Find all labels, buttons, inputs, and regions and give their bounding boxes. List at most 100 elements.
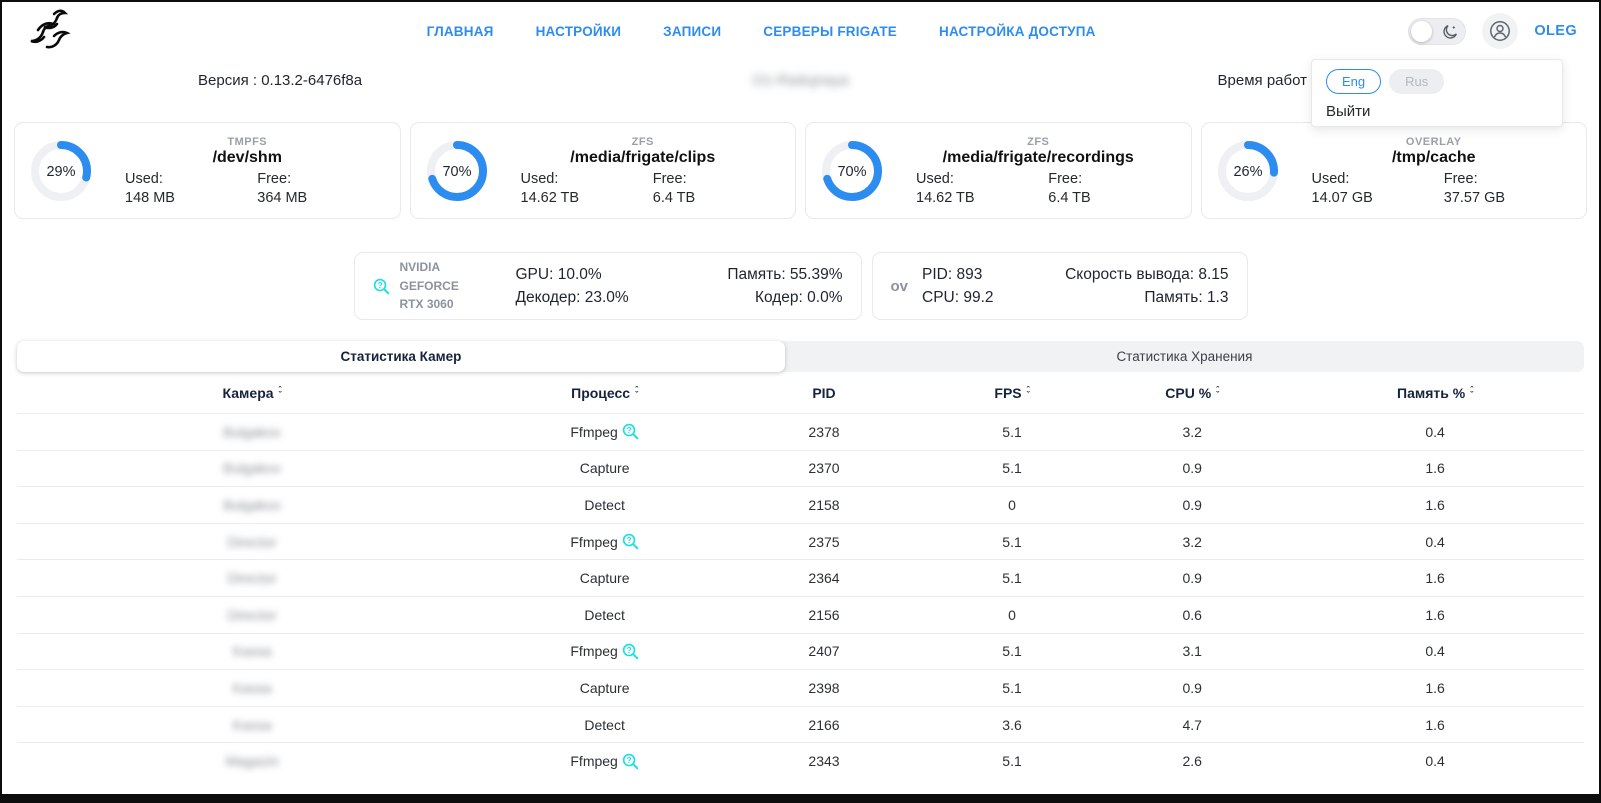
camera-name-cell: Kassa bbox=[232, 716, 272, 733]
mount-path-label: /media/frigate/recordings bbox=[942, 148, 1134, 166]
memory-cell: 0.4 bbox=[1425, 753, 1445, 770]
gpu-info-icon[interactable]: ? bbox=[373, 278, 390, 295]
used-label: Used: bbox=[520, 170, 559, 187]
process-cards-row: ? NVIDIA GEFORCE RTX 3060 GPU: 10.0% Дек… bbox=[2, 252, 1599, 320]
table-row: Bulgakov Capture 2370 5.1 0.9 1.6 bbox=[17, 449, 1584, 487]
header-controls: OLEG bbox=[1408, 13, 1577, 49]
free-value: 6.4 TB bbox=[1048, 189, 1091, 206]
process-cell: Detect bbox=[487, 607, 722, 623]
usage-donut-chart: 70% bbox=[822, 140, 882, 201]
storage-card-1: 29% TMPFS/dev/shm Used: Free: 148 MB 364 MB bbox=[14, 122, 401, 219]
memory-cell: 1.6 bbox=[1425, 606, 1445, 623]
cpu-cell: 0.9 bbox=[1182, 570, 1202, 587]
process-info-icon[interactable]: ? bbox=[622, 533, 639, 550]
table-row: Director Capture 2364 5.1 0.9 1.6 bbox=[17, 559, 1584, 596]
camera-name-cell: Bulgakov bbox=[223, 496, 281, 513]
column-header-label: Процесс bbox=[571, 384, 631, 401]
hostname-blurred: O1-Radujnaya bbox=[752, 72, 849, 89]
gpu-stats-left: GPU: 10.0% Декодер: 23.0% bbox=[516, 266, 629, 307]
cpu-cell: 0.9 bbox=[1182, 679, 1202, 696]
mount-path-label: /media/frigate/clips bbox=[570, 148, 716, 166]
free-label: Free: bbox=[652, 170, 687, 187]
ov-cpu: CPU: 99.2 bbox=[922, 288, 994, 306]
language-switcher: Eng Rus bbox=[1326, 69, 1548, 94]
cpu-cell: 3.1 bbox=[1182, 643, 1202, 660]
user-icon bbox=[1490, 21, 1511, 41]
top-bar: ГЛАВНАЯ НАСТРОЙКИ ЗАПИСИ СЕРВЕРЫ FRIGATE НАС… bbox=[2, 2, 1599, 60]
process-info-icon[interactable]: ? bbox=[622, 753, 639, 770]
nav-item-3[interactable]: ЗАПИСИ bbox=[663, 23, 722, 39]
cpu-cell: 0.9 bbox=[1182, 496, 1202, 513]
process-name: Ffmpeg bbox=[570, 423, 618, 440]
column-header-cpu-[interactable]: CPU % ˆ ˇ bbox=[1098, 385, 1286, 401]
nav-item-1[interactable]: ГЛАВНАЯ bbox=[426, 23, 494, 39]
column-header-fps[interactable]: FPS ˆ ˇ bbox=[926, 385, 1098, 401]
gpu-decoder: Декодер: 23.0% bbox=[515, 288, 629, 306]
pid-cell: 2364 bbox=[808, 570, 840, 587]
used-value: 14.07 GB bbox=[1311, 189, 1373, 206]
user-dropdown-menu: Eng Rus Выйти bbox=[1311, 59, 1563, 127]
theme-toggle[interactable] bbox=[1408, 17, 1467, 45]
table-row: Bulgakov Detect 2158 0 0.9 1.6 bbox=[17, 486, 1584, 523]
tab-storage-stats[interactable]: Статистика Хранения bbox=[1116, 349, 1253, 364]
camera-stats-table: Камера ˆ ˇ Процесс ˆ ˇ PID FPS ˆ ˇ CPU % ˆ ˇ Память %… bbox=[17, 372, 1584, 779]
process-cell: Detect bbox=[487, 717, 722, 733]
svg-text:?: ? bbox=[626, 536, 631, 545]
frigate-logo-icon bbox=[30, 9, 71, 49]
fps-cell: 0 bbox=[1008, 606, 1016, 623]
free-value: 37.57 GB bbox=[1443, 189, 1506, 206]
used-label: Used: bbox=[916, 170, 954, 187]
process-info-icon[interactable]: ? bbox=[622, 643, 639, 660]
ov-memory: Память: 1.3 bbox=[1144, 288, 1229, 306]
memory-cell: 1.6 bbox=[1425, 716, 1445, 733]
process-name: Ffmpeg bbox=[570, 753, 618, 770]
gpu-stats-card: ? NVIDIA GEFORCE RTX 3060 GPU: 10.0% Дек… bbox=[353, 252, 862, 320]
memory-cell: 1.6 bbox=[1425, 570, 1445, 587]
column-header-память-[interactable]: Память % ˆ ˇ bbox=[1286, 385, 1584, 401]
memory-cell: 1.6 bbox=[1425, 679, 1445, 696]
nav-item-2[interactable]: НАСТРОЙКИ bbox=[535, 23, 622, 39]
storage-card-4: 26% OVERLAY/tmp/cache Used: Free: 14.07 GB 3… bbox=[1200, 122, 1587, 219]
table-row: Director Ffmpeg ? 2375 5.1 3.2 0.4 bbox=[17, 522, 1584, 560]
mount-path-label: /dev/shm bbox=[212, 148, 282, 166]
user-avatar-button[interactable] bbox=[1482, 13, 1519, 49]
stats-tabs: Статистика Камер Статистика Хранения bbox=[17, 341, 1584, 372]
table-row: Kassa Capture 2398 5.1 0.9 1.6 bbox=[17, 669, 1584, 706]
username-label[interactable]: OLEG bbox=[1534, 23, 1577, 39]
main-nav: ГЛАВНАЯ НАСТРОЙКИ ЗАПИСИ СЕРВЕРЫ FRIGATE НАС… bbox=[114, 24, 1408, 39]
free-label: Free: bbox=[257, 170, 292, 187]
moon-icon bbox=[1443, 24, 1458, 39]
usage-donut-chart: 29% bbox=[31, 140, 91, 201]
table-body: Bulgakov Ffmpeg ? 2378 5.1 3.2 0.4 Bulgakov Ca… bbox=[17, 413, 1584, 779]
process-name: Detect bbox=[584, 716, 625, 733]
tab-camera-stats[interactable]: Статистика Камер bbox=[17, 341, 785, 372]
process-cell: Ffmpeg ? bbox=[487, 643, 722, 660]
process-info-magnifier-icon: ? bbox=[373, 278, 389, 294]
nav-item-4[interactable]: СЕРВЕРЫ FRIGATE bbox=[763, 23, 897, 39]
used-free-grid: Used: Free: 148 MB 364 MB bbox=[105, 171, 390, 206]
lang-rus-button[interactable]: Rus bbox=[1389, 69, 1445, 94]
process-info-icon[interactable]: ? bbox=[622, 423, 639, 440]
used-value: 14.62 TB bbox=[916, 189, 975, 206]
process-cell: Ffmpeg ? bbox=[487, 753, 722, 770]
nav-item-5[interactable]: НАСТРОЙКА ДОСТУПА bbox=[939, 23, 1096, 39]
used-value: 148 MB bbox=[125, 189, 175, 206]
lang-eng-button[interactable]: Eng bbox=[1326, 69, 1382, 94]
column-header-процесс[interactable]: Процесс ˆ ˇ bbox=[487, 385, 722, 401]
version-label: Версия : 0.13.2-6476f8a bbox=[198, 72, 363, 89]
column-header-камера[interactable]: Камера ˆ ˇ bbox=[17, 385, 487, 401]
table-header-row: Камера ˆ ˇ Процесс ˆ ˇ PID FPS ˆ ˇ CPU % ˆ ˇ Память %… bbox=[17, 372, 1584, 413]
pid-cell: 2158 bbox=[808, 496, 840, 513]
pid-cell: 2370 bbox=[808, 460, 840, 477]
fps-cell: 5.1 bbox=[1002, 460, 1022, 477]
memory-cell: 1.6 bbox=[1425, 496, 1445, 513]
process-name: Ffmpeg bbox=[570, 643, 618, 660]
column-header-label: Камера bbox=[222, 384, 274, 401]
fps-cell: 3.6 bbox=[1002, 716, 1022, 733]
ov-stats-card: ov PID: 893 CPU: 99.2 Скорость вывода: 8… bbox=[871, 252, 1248, 320]
logout-menu-item[interactable]: Выйти bbox=[1326, 103, 1371, 120]
camera-name-cell: Kassa bbox=[232, 643, 272, 660]
cpu-cell: 3.2 bbox=[1182, 423, 1202, 440]
